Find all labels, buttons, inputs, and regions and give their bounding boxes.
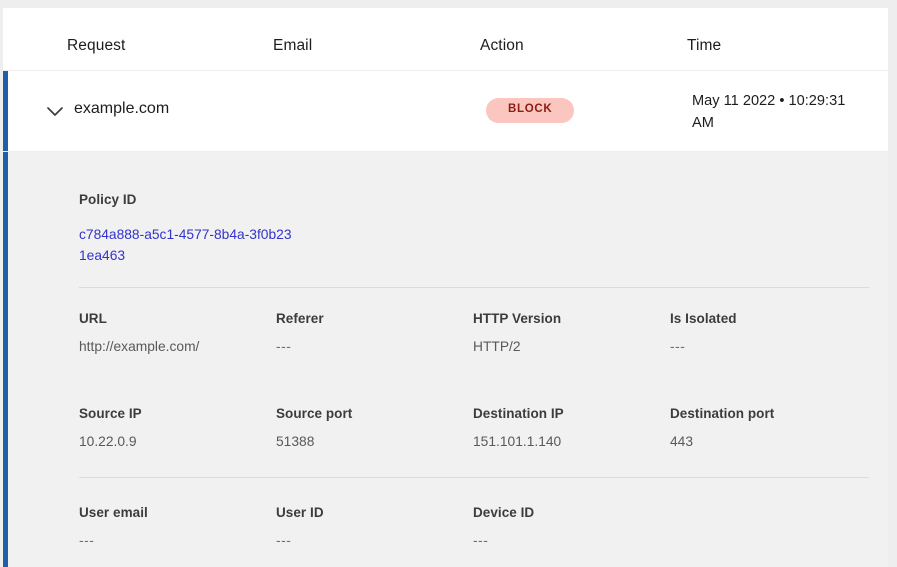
field-is-isolated: Is Isolated ---: [670, 311, 737, 354]
field-source-ip: Source IP 10.22.0.9: [79, 406, 142, 449]
status-badge: BLOCK: [486, 98, 575, 123]
field-referer: Referer ---: [276, 311, 324, 354]
field-url: URL http://example.com/: [79, 311, 199, 354]
field-value-user-id: ---: [276, 533, 292, 548]
field-value-referer: ---: [276, 339, 292, 354]
cell-request-hostname[interactable]: example.com: [74, 100, 170, 117]
field-value-is-isolated: ---: [670, 339, 686, 354]
divider: [79, 477, 869, 478]
field-label-device-id: Device ID: [473, 505, 535, 520]
field-value-source-ip: 10.22.0.9: [79, 434, 137, 449]
field-value-http-version: HTTP/2: [473, 339, 521, 354]
field-label-source-port: Source port: [276, 406, 353, 421]
field-value-user-email: ---: [79, 533, 95, 548]
table-header-row: Request Email Action Time: [3, 8, 888, 70]
field-label-user-email: User email: [79, 505, 148, 520]
field-policy-id: Policy ID c784a888-a5c1-4577-8b4a-3f0b23…: [79, 192, 299, 266]
cell-action: BLOCK: [486, 98, 575, 123]
chevron-down-icon[interactable]: [44, 102, 66, 120]
field-destination-ip: Destination IP 151.101.1.140: [473, 406, 564, 449]
field-user-email: User email ---: [79, 505, 148, 548]
cell-timestamp: May 11 2022 • 10:29:31 AM: [692, 93, 846, 131]
table-row-body[interactable]: example.com BLOCK May 11 2022 • 10:29:31…: [8, 71, 888, 151]
field-label-destination-port: Destination port: [670, 406, 775, 421]
column-header-email[interactable]: Email: [273, 37, 313, 54]
field-label-policy-id: Policy ID: [79, 192, 137, 207]
field-label-http-version: HTTP Version: [473, 311, 562, 326]
field-value-destination-port: 443: [670, 434, 694, 449]
field-destination-port: Destination port 443: [670, 406, 774, 449]
field-value-source-port: 51388: [276, 434, 315, 449]
detail-panel-body: Policy ID c784a888-a5c1-4577-8b4a-3f0b23…: [8, 152, 888, 567]
field-device-id: Device ID ---: [473, 505, 534, 548]
divider: [79, 287, 869, 288]
field-user-id: User ID ---: [276, 505, 324, 548]
field-label-url: URL: [79, 311, 107, 326]
policy-id-link[interactable]: c784a888-a5c1-4577-8b4a-3f0b231ea463: [79, 227, 292, 263]
field-value-device-id: ---: [473, 533, 489, 548]
field-http-version: HTTP Version HTTP/2: [473, 311, 561, 354]
field-source-port: Source port 51388: [276, 406, 352, 449]
field-label-referer: Referer: [276, 311, 324, 326]
field-value-url: http://example.com/: [79, 339, 200, 354]
row-selected-accent-bar: [3, 71, 8, 151]
column-header-time[interactable]: Time: [687, 37, 722, 54]
column-header-request[interactable]: Request: [67, 37, 126, 54]
field-label-is-isolated: Is Isolated: [670, 311, 737, 326]
row-detail-panel: Policy ID c784a888-a5c1-4577-8b4a-3f0b23…: [3, 152, 888, 567]
field-label-source-ip: Source IP: [79, 406, 142, 421]
field-label-user-id: User ID: [276, 505, 324, 520]
detail-accent-bar: [3, 152, 8, 567]
field-label-destination-ip: Destination IP: [473, 406, 564, 421]
table-row[interactable]: example.com BLOCK May 11 2022 • 10:29:31…: [3, 71, 888, 151]
column-header-action[interactable]: Action: [480, 37, 524, 54]
field-value-destination-ip: 151.101.1.140: [473, 434, 562, 449]
